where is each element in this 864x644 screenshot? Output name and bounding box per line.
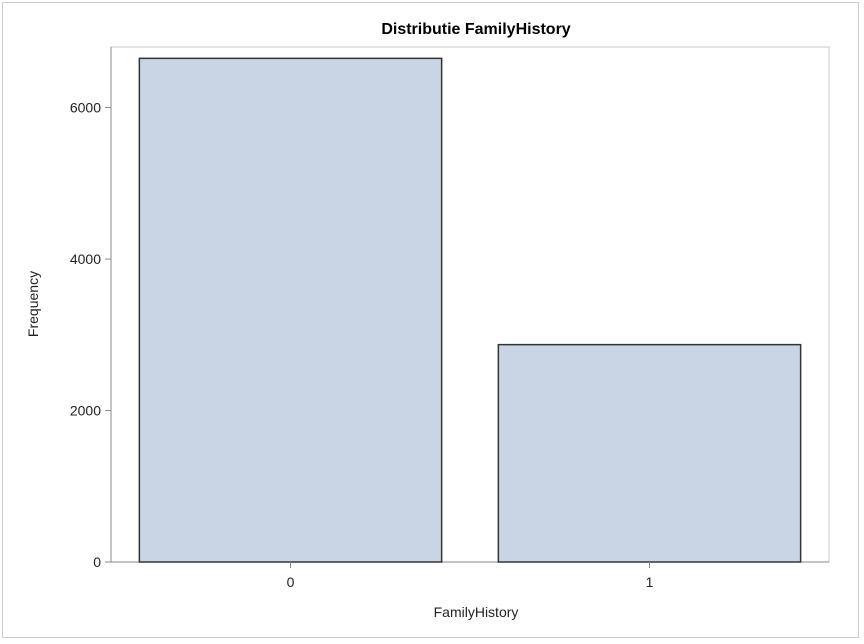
y-tick-label: 6000: [70, 100, 101, 116]
plot-area: 0 2000 4000 6000 0 1: [70, 46, 830, 590]
bar-1: [497, 343, 802, 563]
x-tick-label: 1: [646, 574, 654, 590]
y-axis-title: Frequency: [25, 271, 41, 337]
y-tick-label: 4000: [70, 251, 101, 267]
bar-0: [138, 57, 443, 563]
x-axis-title: FamilyHistory: [434, 604, 519, 620]
chart-title: Distributie FamilyHistory: [381, 21, 570, 38]
y-tick-label: 0: [93, 554, 101, 570]
x-tick-label: 0: [287, 574, 295, 590]
y-tick-label: 2000: [70, 403, 101, 419]
